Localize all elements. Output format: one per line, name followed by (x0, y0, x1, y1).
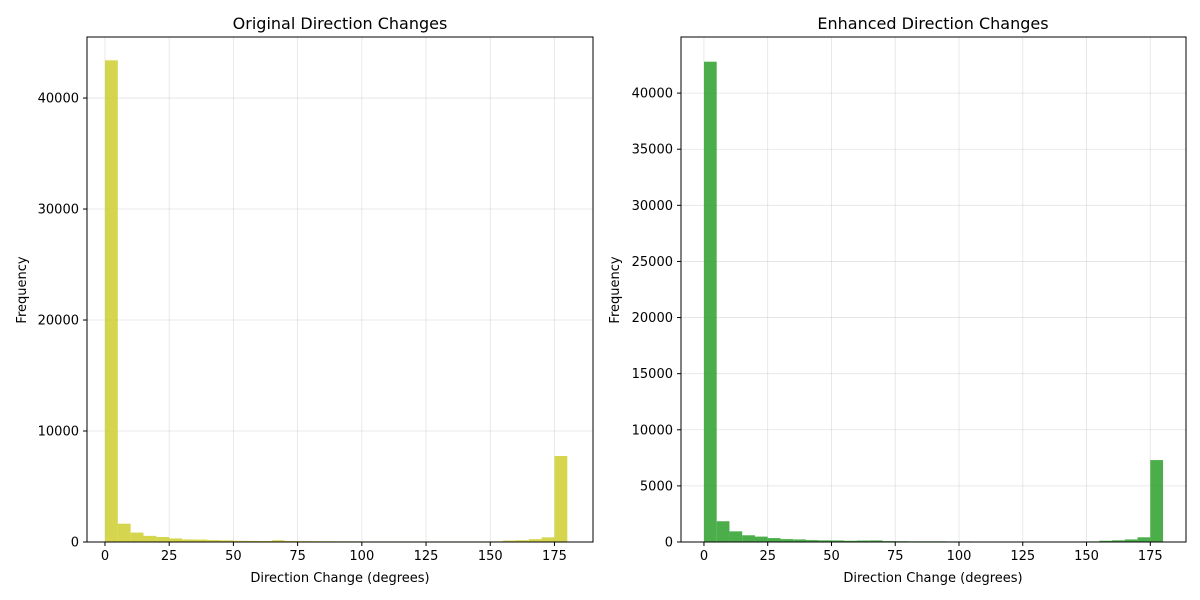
histogram-bar (104, 60, 118, 543)
grid (87, 37, 593, 543)
histogram-bar (233, 540, 247, 542)
histogram-bar (729, 531, 743, 542)
histogram-bar (1124, 539, 1138, 542)
histogram-bar (1150, 460, 1164, 542)
histogram-bar (869, 540, 883, 542)
ticks: 0 25 50 75 100 125 150 175 0 10000 20000 30000 40000 (38, 92, 567, 564)
x-tick-label: 75 (887, 549, 904, 564)
histogram-bar (143, 535, 157, 542)
y-tick-label: 30000 (632, 199, 673, 214)
histogram-bar (1137, 537, 1151, 542)
histogram-bar (1099, 540, 1113, 542)
chart-title: Enhanced Direction Changes (817, 14, 1048, 33)
histogram-bar (793, 539, 806, 542)
y-tick-label: 5000 (640, 479, 673, 494)
bars (703, 61, 1164, 542)
histogram-bar (528, 539, 542, 542)
histogram-bar (541, 537, 555, 542)
y-tick-label: 0 (71, 536, 79, 551)
y-tick-label: 10000 (38, 425, 79, 440)
chart-enhanced: Enhanced Direction Changes 0 25 50 75 100 125… (608, 14, 1187, 586)
bars (104, 60, 568, 543)
histogram-bar (182, 539, 195, 542)
y-tick-label: 40000 (38, 92, 79, 107)
histogram-bar (831, 540, 845, 542)
histogram-bar (207, 540, 221, 542)
histogram-bar (194, 539, 208, 542)
grid (681, 37, 1186, 543)
y-axis-label: Frequency (15, 256, 30, 323)
x-tick-label: 50 (225, 549, 242, 564)
y-tick-label: 40000 (632, 87, 673, 102)
histogram-bar (246, 540, 260, 542)
x-tick-label: 125 (414, 549, 439, 564)
histogram-bar (703, 61, 717, 542)
x-tick-label: 150 (478, 549, 503, 564)
histogram-bar (169, 538, 183, 542)
y-tick-label: 25000 (632, 255, 673, 270)
histogram-bar (844, 540, 857, 542)
y-tick-label: 20000 (632, 311, 673, 326)
y-tick-label: 30000 (38, 203, 79, 218)
histogram-bar (271, 540, 285, 542)
x-axis-label: Direction Change (degrees) (250, 571, 429, 586)
histogram-bar (515, 540, 529, 542)
histogram-bar (117, 523, 131, 542)
chart-title: Original Direction Changes (233, 14, 448, 33)
x-tick-label: 175 (1138, 549, 1163, 564)
histogram-bar (220, 540, 234, 542)
plot-frame (680, 36, 1187, 543)
x-tick-label: 150 (1074, 549, 1099, 564)
histogram-bar (780, 539, 794, 542)
histogram-bar (503, 540, 516, 542)
histogram-bar (856, 540, 870, 542)
y-tick-label: 10000 (632, 423, 673, 438)
histogram-bar (554, 455, 568, 542)
x-tick-label: 25 (161, 549, 178, 564)
histogram-bar (754, 536, 768, 542)
chart-original: Original Direction Changes 0 25 50 75 100 125… (15, 14, 594, 586)
histogram-bar (805, 540, 819, 542)
x-tick-label: 0 (700, 549, 708, 564)
histogram-bar (1112, 540, 1125, 542)
x-tick-label: 125 (1010, 549, 1035, 564)
y-tick-label: 35000 (632, 143, 673, 158)
x-axis-label: Direction Change (degrees) (843, 571, 1022, 586)
x-tick-label: 50 (823, 549, 840, 564)
y-axis-label: Frequency (608, 256, 623, 323)
plot-frame (86, 36, 594, 543)
x-tick-label: 75 (289, 549, 306, 564)
y-tick-label: 0 (665, 536, 673, 551)
histogram-bar (156, 537, 170, 542)
x-tick-label: 100 (947, 549, 972, 564)
histogram-bar (742, 535, 755, 542)
histogram-bar (767, 538, 781, 542)
x-tick-label: 0 (101, 549, 109, 564)
x-tick-label: 100 (349, 549, 374, 564)
ticks: 0 25 50 75 100 125 150 175 0 5000 10000 15000 20000 2… (632, 87, 1163, 564)
x-tick-label: 25 (759, 549, 776, 564)
y-tick-label: 15000 (632, 367, 673, 382)
histogram-bar (716, 521, 730, 542)
y-tick-label: 20000 (38, 314, 79, 329)
histogram-bar (818, 540, 832, 542)
histogram-bar (130, 532, 144, 542)
x-tick-label: 175 (542, 549, 567, 564)
